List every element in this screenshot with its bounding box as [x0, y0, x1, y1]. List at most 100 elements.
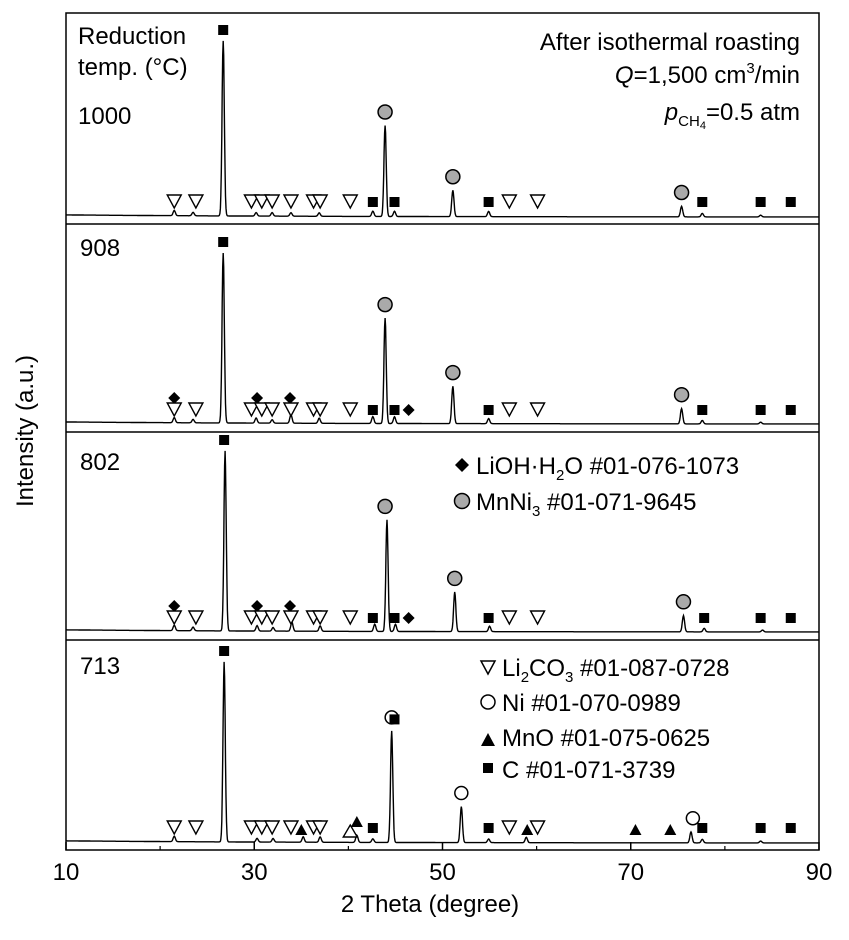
marker-713-11	[311, 820, 329, 836]
marker-802-20	[389, 613, 400, 623]
marker-713-5	[187, 820, 205, 836]
marker-713-15	[350, 816, 363, 827]
marker-1000-16	[389, 197, 400, 207]
legend-li2co3-label: Li2CO3 #01-087-0728	[502, 655, 730, 686]
marker-1000-2	[445, 169, 461, 185]
y-axis-title: Intensity (a.u.)	[12, 355, 39, 507]
marker-908-11	[253, 402, 270, 418]
marker-802-7	[402, 612, 415, 624]
marker-1000-3	[673, 184, 690, 201]
marker-802-8	[166, 610, 183, 626]
marker-713-8	[263, 820, 281, 836]
marker-713-2	[454, 785, 469, 801]
marker-908-3	[673, 386, 690, 403]
marker-1000-20	[785, 197, 796, 207]
marker-802-15	[311, 610, 329, 626]
marker-713-22	[483, 823, 494, 833]
marker-802-3	[675, 594, 692, 610]
traces	[66, 40, 819, 844]
marker-713-3	[685, 810, 701, 826]
header-left-line1: Reduction	[78, 23, 186, 50]
legend-mnni3-label: MnNi3 #01-071-9645	[476, 489, 697, 520]
marker-713-14	[295, 824, 308, 835]
legend-mnni3-circle	[453, 492, 471, 510]
phase-markers	[166, 25, 796, 838]
marker-1000-6	[243, 194, 260, 210]
marker-713-24	[755, 823, 766, 833]
legend-lioh-diamond	[455, 458, 469, 472]
marker-802-11	[253, 610, 270, 626]
trace-908	[66, 252, 819, 425]
marker-802-0	[219, 435, 230, 445]
marker-1000-8	[263, 194, 281, 210]
marker-908-17	[501, 402, 518, 418]
marker-908-22	[697, 405, 708, 415]
marker-713-13	[529, 820, 546, 836]
marker-908-19	[367, 405, 378, 415]
marker-713-0	[219, 646, 230, 656]
marker-908-6	[284, 392, 297, 404]
marker-1000-13	[501, 194, 518, 210]
marker-1000-19	[755, 197, 766, 207]
marker-802-24	[785, 613, 796, 623]
marker-802-1	[377, 498, 393, 515]
marker-908-1	[377, 296, 393, 313]
conditions-line1: After isothermal roasting	[540, 29, 800, 56]
x-tick-label-30: 30	[241, 859, 268, 886]
marker-802-16	[342, 610, 359, 626]
legend-ni-circle	[480, 694, 496, 710]
marker-1000-4	[166, 194, 183, 210]
legend-lioh-label: LiOH·H2O #01-076-1073	[476, 453, 739, 484]
marker-713-12	[501, 820, 518, 836]
marker-908-4	[168, 392, 181, 404]
legend-mno-label: MnO #01-075-0625	[502, 725, 710, 752]
marker-908-10	[243, 402, 260, 418]
marker-908-23	[755, 405, 766, 415]
legend-li2co3-triangle	[479, 660, 497, 676]
marker-713-7	[253, 820, 270, 836]
legend-c-label: C #01-071-3739	[502, 757, 675, 784]
marker-713-17	[629, 824, 642, 835]
panel-label-713: 713	[80, 653, 120, 680]
legend-c-square	[483, 763, 493, 773]
marker-908-9	[187, 402, 205, 418]
marker-1000-5	[187, 194, 205, 210]
marker-908-16	[342, 402, 359, 418]
marker-908-21	[483, 405, 494, 415]
x-tick-label-50: 50	[429, 859, 456, 886]
marker-1000-7	[253, 194, 270, 210]
trace-802	[66, 450, 819, 633]
marker-908-8	[166, 402, 183, 418]
marker-802-17	[501, 610, 518, 626]
trace-1000	[66, 40, 819, 218]
marker-713-4	[166, 820, 183, 836]
marker-908-15	[311, 402, 329, 418]
marker-908-13	[282, 402, 300, 418]
legend-mno-triangle	[481, 733, 495, 746]
marker-1000-11	[311, 194, 329, 210]
marker-1000-9	[282, 194, 300, 210]
marker-713-20	[367, 823, 378, 833]
marker-802-23	[755, 613, 766, 623]
panel-label-908: 908	[80, 235, 120, 262]
marker-802-5	[251, 600, 264, 612]
marker-802-6	[284, 600, 297, 612]
trace-713	[66, 661, 819, 844]
marker-1000-0	[218, 25, 229, 35]
x-ticks: 10 30 50 70 90	[53, 842, 832, 886]
marker-713-25	[785, 823, 796, 833]
marker-713-16	[521, 824, 534, 835]
x-tick-label-10: 10	[53, 859, 80, 886]
conditions-pressure: pCH4=0.5 atm	[664, 99, 800, 132]
marker-802-18	[529, 610, 546, 626]
marker-1000-14	[529, 194, 546, 210]
marker-1000-18	[697, 197, 708, 207]
marker-908-18	[529, 402, 546, 418]
marker-713-21	[389, 714, 400, 725]
marker-1000-1	[377, 104, 393, 120]
marker-713-23	[697, 823, 708, 833]
marker-713-18	[664, 824, 677, 835]
x-tick-label-70: 70	[617, 859, 644, 886]
marker-908-7	[402, 404, 415, 416]
